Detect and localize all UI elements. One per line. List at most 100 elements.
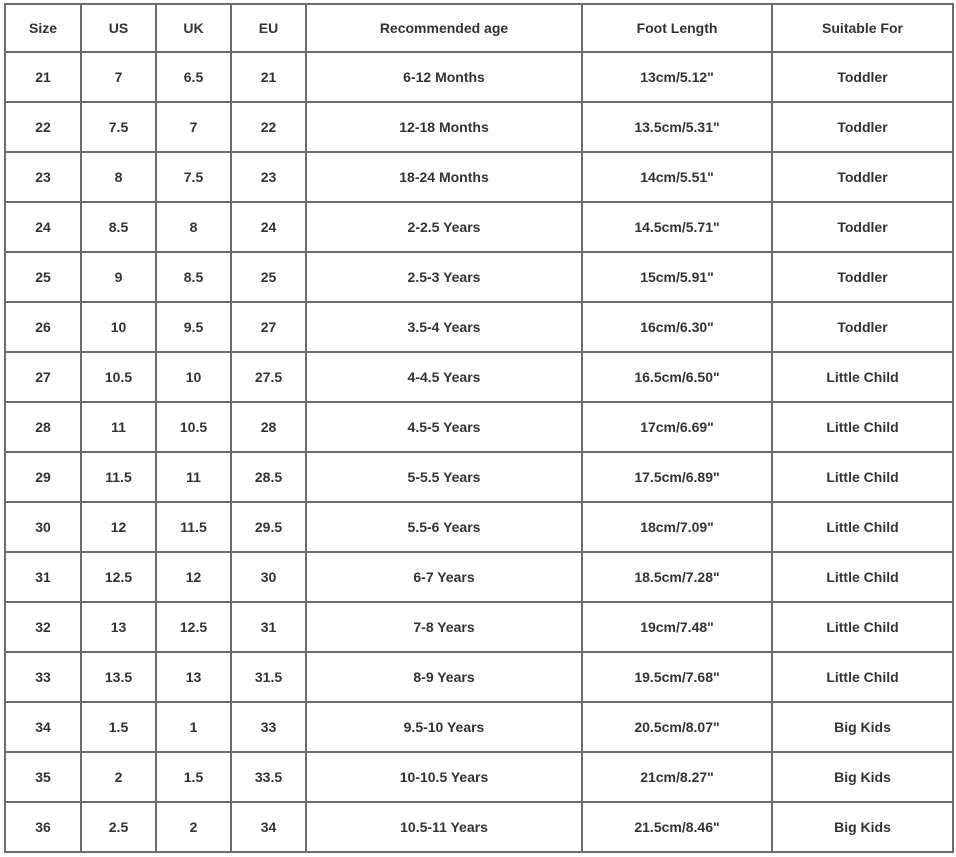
table-cell: 18cm/7.09" [581, 501, 773, 553]
table-cell: 8.5 [80, 201, 157, 253]
table-cell: 23 [4, 151, 82, 203]
table-cell: Big Kids [771, 801, 954, 853]
table-cell: 2.5-3 Years [305, 251, 583, 303]
table-cell: 3.5-4 Years [305, 301, 583, 353]
table-cell: 5-5.5 Years [305, 451, 583, 503]
table-cell: 21.5cm/8.46" [581, 801, 773, 853]
table-cell: 29 [4, 451, 82, 503]
table-cell: 13 [80, 601, 157, 653]
table-cell: 30 [4, 501, 82, 553]
table-cell: 31.5 [230, 651, 307, 703]
table-cell: Toddler [771, 101, 954, 153]
header-cell: UK [155, 3, 232, 53]
table-cell: 10 [155, 351, 232, 403]
table-cell: 17.5cm/6.89" [581, 451, 773, 503]
table-cell: Big Kids [771, 751, 954, 803]
table-row: 22 7.5 7 22 12-18 Months 13.5cm/5.31" Toddler [4, 101, 954, 153]
table-cell: 6-7 Years [305, 551, 583, 603]
table-cell: 10.5-11 Years [305, 801, 583, 853]
table-row: 25 9 8.5 25 2.5-3 Years 15cm/5.91" Toddler [4, 251, 954, 303]
table-cell: 4.5-5 Years [305, 401, 583, 453]
header-cell: EU [230, 3, 307, 53]
table-cell: 1.5 [80, 701, 157, 753]
table-cell: 4-4.5 Years [305, 351, 583, 403]
table-cell: 35 [4, 751, 82, 803]
table-cell: Toddler [771, 251, 954, 303]
table-cell: 12 [155, 551, 232, 603]
table-cell: 7 [155, 101, 232, 153]
table-cell: 32 [4, 601, 82, 653]
table-cell: Little Child [771, 601, 954, 653]
table-cell: 8 [155, 201, 232, 253]
table-cell: Toddler [771, 201, 954, 253]
table-cell: 24 [230, 201, 307, 253]
table-cell: 19.5cm/7.68" [581, 651, 773, 703]
table-cell: 36 [4, 801, 82, 853]
table-cell: 20.5cm/8.07" [581, 701, 773, 753]
table-cell: 16.5cm/6.50" [581, 351, 773, 403]
table-cell: 8.5 [155, 251, 232, 303]
table-row: 26 10 9.5 27 3.5-4 Years 16cm/6.30" Toddler [4, 301, 954, 353]
table-cell: 30 [230, 551, 307, 603]
table-cell: 25 [230, 251, 307, 303]
table-cell: 31 [4, 551, 82, 603]
header-cell: Suitable For [771, 3, 954, 53]
table-row: 21 7 6.5 21 6-12 Months 13cm/5.12" Toddler [4, 51, 954, 103]
table-cell: Little Child [771, 451, 954, 503]
table-cell: 33 [230, 701, 307, 753]
table-cell: 27 [4, 351, 82, 403]
size-table: Size US UK EU Recommended age Foot Length Suit… [4, 3, 954, 853]
table-row: 27 10.5 10 27.5 4-4.5 Years 16.5cm/6.50" Littl… [4, 351, 954, 403]
table-cell: 13.5cm/5.31" [581, 101, 773, 153]
table-cell: 11 [80, 401, 157, 453]
table-cell: 7 [80, 51, 157, 103]
table-row: 33 13.5 13 31.5 8-9 Years 19.5cm/7.68" Little … [4, 651, 954, 703]
table-cell: 34 [230, 801, 307, 853]
table-cell: Little Child [771, 351, 954, 403]
table-cell: 2 [155, 801, 232, 853]
table-cell: 12 [80, 501, 157, 553]
table-cell: 26 [4, 301, 82, 353]
table-cell: 22 [4, 101, 82, 153]
table-cell: 17cm/6.69" [581, 401, 773, 453]
table-cell: 21 [230, 51, 307, 103]
table-row: 36 2.5 2 34 10.5-11 Years 21.5cm/8.46" Big Kid… [4, 801, 954, 853]
table-cell: 10 [80, 301, 157, 353]
table-cell: Little Child [771, 651, 954, 703]
header-row: Size US UK EU Recommended age Foot Length Suit… [4, 3, 954, 53]
table-body: 21 7 6.5 21 6-12 Months 13cm/5.12" Toddler 22 7.… [4, 51, 954, 853]
table-cell: 13cm/5.12" [581, 51, 773, 103]
table-cell: 27 [230, 301, 307, 353]
table-cell: 25 [4, 251, 82, 303]
table-cell: Toddler [771, 301, 954, 353]
table-cell: 8-9 Years [305, 651, 583, 703]
table-cell: 9.5 [155, 301, 232, 353]
table-row: 29 11.5 11 28.5 5-5.5 Years 17.5cm/6.89" Littl… [4, 451, 954, 503]
table-cell: 27.5 [230, 351, 307, 403]
table-cell: 8 [80, 151, 157, 203]
table-cell: Little Child [771, 501, 954, 553]
table-cell: 14cm/5.51" [581, 151, 773, 203]
table-cell: 29.5 [230, 501, 307, 553]
table-cell: 31 [230, 601, 307, 653]
table-cell: 18-24 Months [305, 151, 583, 203]
table-cell: 11 [155, 451, 232, 503]
table-cell: 28 [230, 401, 307, 453]
header-cell: Recommended age [305, 3, 583, 53]
header-cell: US [80, 3, 157, 53]
header-cell: Foot Length [581, 3, 773, 53]
table-cell: 13 [155, 651, 232, 703]
table-cell: Little Child [771, 551, 954, 603]
table-cell: 6.5 [155, 51, 232, 103]
table-cell: 16cm/6.30" [581, 301, 773, 353]
table-cell: 2 [80, 751, 157, 803]
table-cell: 12.5 [80, 551, 157, 603]
table-cell: 11.5 [155, 501, 232, 553]
table-cell: Toddler [771, 51, 954, 103]
table-cell: 12-18 Months [305, 101, 583, 153]
table-cell: 13.5 [80, 651, 157, 703]
table-cell: 22 [230, 101, 307, 153]
table-cell: 7.5 [155, 151, 232, 203]
table-cell: 15cm/5.91" [581, 251, 773, 303]
